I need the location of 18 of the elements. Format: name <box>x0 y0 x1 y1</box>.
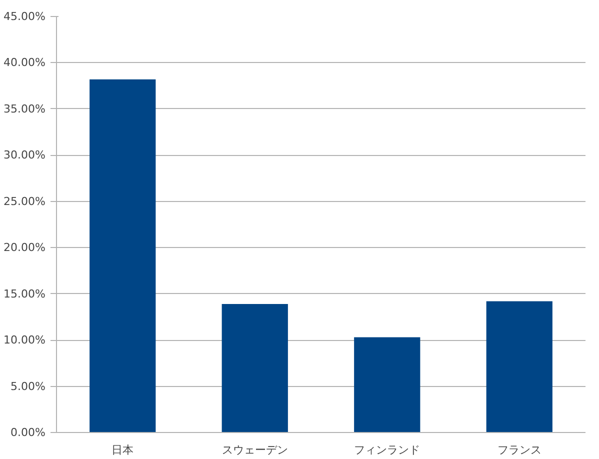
y-tick-label: 5.00% <box>10 380 46 393</box>
y-tick-label: 25.00% <box>4 194 46 208</box>
y-tick-label: 0.00% <box>10 426 46 439</box>
bar <box>486 301 552 432</box>
bar <box>354 337 420 432</box>
bar <box>90 79 156 432</box>
y-tick-label: 30.00% <box>4 148 46 162</box>
x-tick-label: フランス <box>497 444 542 456</box>
bar <box>222 304 288 432</box>
y-tick-label: 35.00% <box>4 102 46 116</box>
y-tick-label: 10.00% <box>4 334 46 347</box>
x-tick-label: フィンランド <box>354 444 420 456</box>
x-tick-label: 日本 <box>112 444 134 456</box>
y-tick-label: 40.00% <box>4 56 46 70</box>
y-tick-label: 45.00% <box>4 10 46 23</box>
x-tick-label: スウェーデン <box>222 444 288 456</box>
y-tick-label: 15.00% <box>4 287 46 300</box>
y-tick-label: 20.00% <box>4 241 46 254</box>
